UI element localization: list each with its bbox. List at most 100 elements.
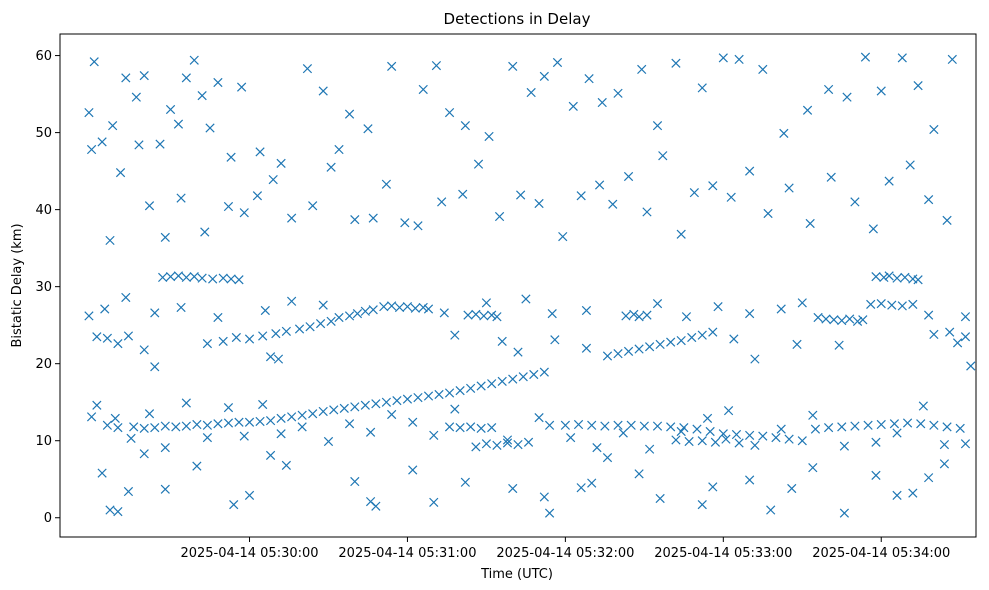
data-point: [492, 312, 502, 322]
data-point: [942, 215, 952, 226]
data-point: [226, 152, 236, 162]
data-point: [518, 372, 528, 382]
data-point: [471, 309, 481, 320]
data-point: [787, 483, 797, 494]
data-point: [823, 84, 834, 95]
data-point: [200, 227, 210, 237]
data-point: [923, 473, 934, 483]
data-point: [97, 468, 107, 478]
data-point: [234, 417, 244, 427]
data-point: [652, 298, 663, 309]
data-point: [189, 55, 199, 65]
data-point: [344, 109, 355, 119]
data-point: [642, 207, 652, 217]
data-point: [521, 294, 531, 304]
data-point: [236, 82, 247, 92]
data-point: [523, 437, 534, 447]
data-point: [131, 92, 141, 102]
data-point: [710, 437, 721, 447]
data-point: [923, 194, 934, 205]
data-point: [634, 312, 644, 322]
data-point: [171, 422, 181, 432]
data-point: [139, 449, 149, 459]
data-point: [666, 337, 676, 347]
data-point: [842, 92, 852, 102]
data-point: [105, 505, 115, 515]
data-point: [484, 131, 494, 142]
data-point: [460, 121, 470, 131]
data-point: [913, 80, 923, 91]
data-point: [821, 314, 831, 324]
data-point: [918, 401, 928, 411]
data-point: [213, 77, 223, 88]
data-point: [508, 61, 518, 71]
data-point: [244, 417, 255, 427]
data-point: [534, 198, 544, 209]
data-point: [400, 218, 410, 228]
data-point: [455, 386, 465, 396]
data-point: [334, 144, 344, 155]
data-point: [471, 442, 481, 452]
data-point: [613, 88, 623, 98]
data-point: [265, 352, 276, 362]
data-point: [734, 54, 744, 65]
data-point: [418, 302, 428, 313]
data-point: [305, 322, 315, 332]
data-point: [850, 197, 860, 207]
data-point: [192, 419, 202, 430]
y-tick-label: 60: [35, 49, 52, 64]
data-point: [350, 476, 360, 487]
data-point: [534, 412, 544, 423]
data-point: [444, 107, 455, 118]
data-point: [566, 433, 576, 443]
data-point: [150, 362, 160, 372]
data-point: [92, 400, 102, 410]
x-tick-label: 2025-04-14 05:32:00: [496, 546, 634, 561]
data-point: [160, 421, 170, 431]
data-point: [758, 64, 768, 75]
data-point: [113, 339, 123, 349]
data-point: [197, 90, 207, 101]
data-point: [363, 124, 373, 134]
data-point: [84, 107, 94, 118]
data-point: [697, 330, 707, 340]
data-point: [344, 311, 355, 321]
data-point: [502, 438, 513, 448]
data-point: [150, 308, 160, 318]
data-point: [708, 482, 718, 492]
data-point: [181, 421, 191, 431]
data-point: [339, 403, 349, 413]
y-axis: 0 10 20 30 40 50 60: [35, 49, 60, 526]
data-point: [271, 329, 281, 339]
data-point: [123, 331, 134, 341]
data-point: [281, 460, 291, 470]
data-point: [623, 171, 634, 182]
data-point: [960, 332, 971, 342]
data-point: [637, 64, 647, 75]
data-point: [450, 404, 460, 414]
data-point: [205, 123, 215, 133]
data-point: [731, 429, 742, 440]
data-point: [84, 311, 94, 321]
data-point: [308, 409, 318, 419]
data-point: [697, 83, 707, 93]
data-point: [508, 374, 518, 384]
data-point: [560, 420, 571, 430]
data-point: [102, 420, 113, 430]
data-point: [326, 316, 336, 326]
data-point: [708, 181, 718, 191]
data-point: [734, 438, 744, 448]
x-tick-label: 2025-04-14 05:34:00: [812, 546, 950, 561]
data-point: [676, 229, 686, 239]
data-point: [766, 505, 776, 515]
y-tick-label: 0: [44, 511, 52, 526]
data-point: [392, 396, 402, 406]
data-point: [797, 298, 807, 308]
data-point: [923, 310, 934, 320]
data-point: [573, 419, 584, 430]
data-point: [658, 151, 668, 161]
data-point: [302, 64, 313, 74]
data-point: [465, 383, 476, 393]
data-point: [323, 436, 334, 447]
